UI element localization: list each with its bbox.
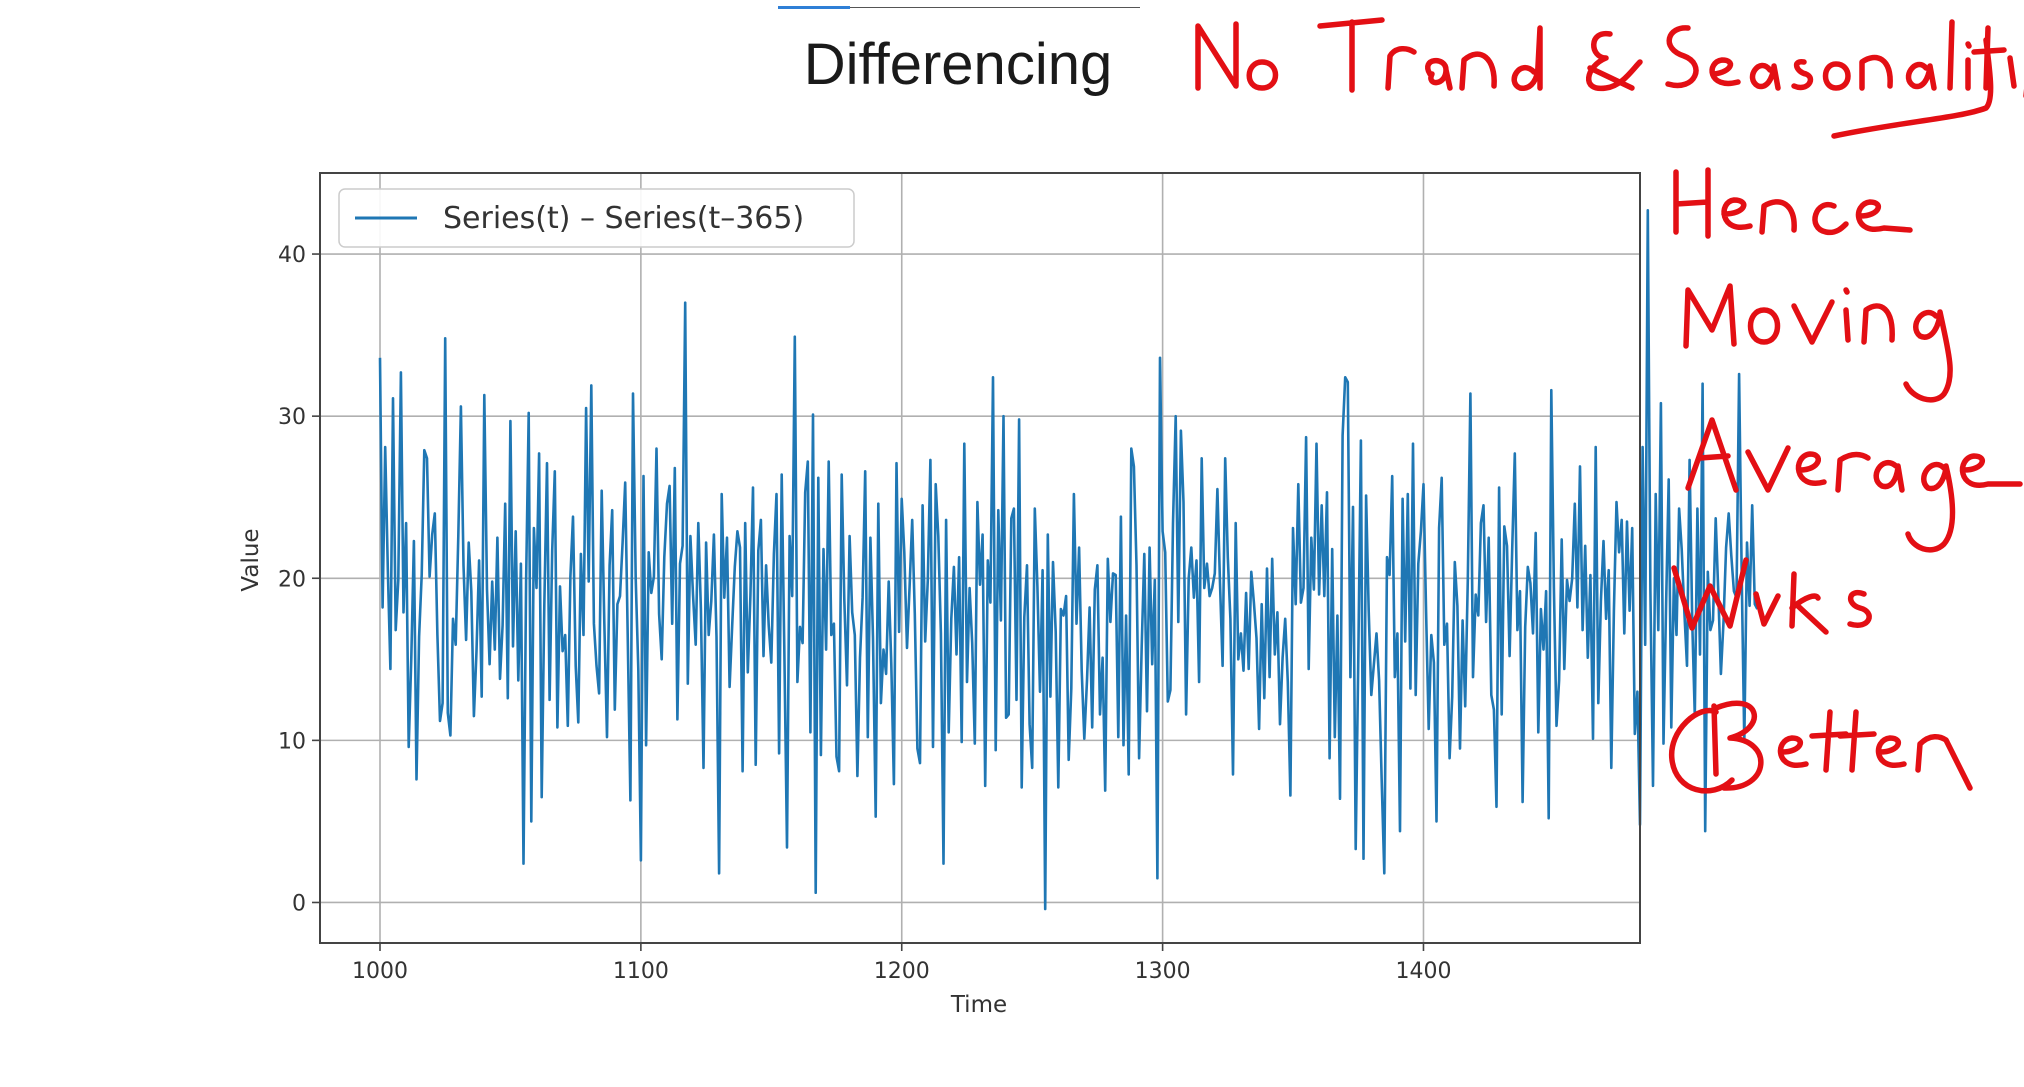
title-accent-bar <box>778 6 850 9</box>
handwritten-annotation: No Trend & Seasonality Hence <box>1195 17 2024 794</box>
y-axis-ticks: 0 10 20 30 40 <box>278 243 320 916</box>
line-chart: 0 10 20 30 40 1000 1100 1200 1300 1400 Time Valu… <box>238 172 1759 1018</box>
x-axis-label: Time <box>950 992 1007 1018</box>
legend-box <box>338 188 855 248</box>
y-tick-label: 20 <box>278 567 306 592</box>
legend-label: Series(t) – Series(t–365) <box>443 201 804 236</box>
x-tick-label: 1300 <box>1135 959 1191 984</box>
y-tick-label: 40 <box>278 243 306 268</box>
x-tick-label: 1200 <box>874 959 930 984</box>
y-axis-label: Value <box>238 528 264 591</box>
handwriting-line-2: Hence <box>1673 167 1913 239</box>
series-group <box>378 209 1759 911</box>
x-tick-label: 1100 <box>613 959 669 984</box>
handwriting-line-1: No Trend & Seasonality <box>1195 17 2024 139</box>
handwriting-line-3: Moving <box>1683 283 1953 403</box>
y-tick-label: 10 <box>278 729 306 754</box>
plot-frame <box>319 172 1641 944</box>
x-axis-ticks: 1000 1100 1200 1300 1400 <box>352 943 1451 984</box>
legend: Series(t) – Series(t–365) <box>338 188 855 248</box>
handwriting-line-4: Average <box>1685 417 2023 553</box>
slide-title: Differencing <box>804 32 1112 97</box>
y-tick-label: 0 <box>292 891 306 916</box>
y-tick-label: 30 <box>278 405 306 430</box>
handwriting-line-5: Works <box>1671 557 1872 635</box>
series-line <box>378 209 1759 911</box>
handwriting-line-6: Better <box>1669 700 1973 794</box>
x-tick-label: 1400 <box>1395 959 1451 984</box>
title-rule <box>850 7 1140 8</box>
x-tick-label: 1000 <box>352 959 408 984</box>
annotation-text-6: Better <box>1672 752 1697 763</box>
